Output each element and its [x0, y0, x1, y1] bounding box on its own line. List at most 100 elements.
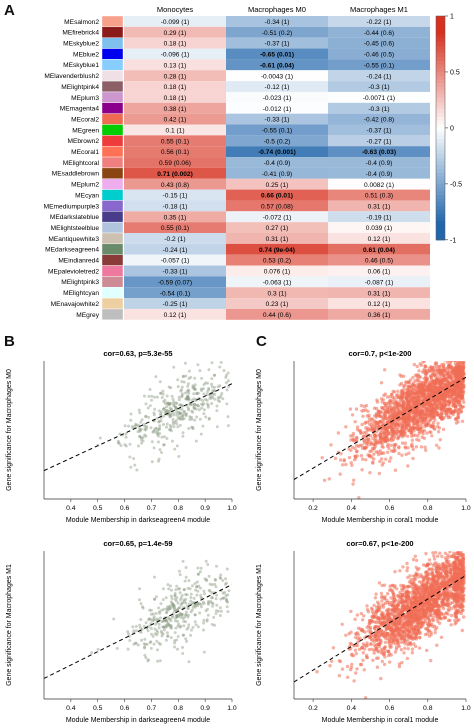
cell-label: 0.46 (0.5): [365, 258, 393, 265]
scatter-point: [175, 407, 179, 411]
scatter-point: [211, 389, 215, 393]
scatter-point: [405, 434, 410, 438]
scatter-point: [187, 377, 191, 380]
scatter-point: [191, 410, 195, 414]
scatter-point: [148, 388, 152, 391]
scatter-point: [389, 596, 393, 600]
scatter-point: [455, 361, 457, 362]
scatter-point: [440, 396, 445, 401]
scatter-point: [175, 614, 178, 618]
scatter-point: [173, 592, 177, 595]
cell-label: -0.087 (1): [365, 279, 394, 286]
scatter-point: [194, 352, 197, 355]
scatter-point: [166, 608, 170, 612]
cell-label: 0.55 (0.1): [161, 225, 189, 232]
scatter-point: [439, 376, 443, 380]
scatter-point: [186, 394, 190, 398]
scatter-point: [140, 441, 144, 445]
scatter-point: [199, 586, 202, 590]
scatter-point: [393, 468, 398, 472]
scatter-point: [406, 446, 410, 450]
cell-label: -0.45 (0.6): [364, 41, 394, 48]
panel-label-b: B: [4, 333, 15, 350]
x-axis-label: Module Membership in coral1 module: [322, 517, 439, 524]
scatter-point: [399, 648, 404, 652]
module-label: MElightcyan: [63, 290, 99, 297]
scatter-point: [182, 619, 186, 623]
scatter-point: [370, 647, 374, 651]
scatter-point: [169, 412, 173, 416]
scatter-point: [387, 446, 391, 450]
scatter-point: [432, 401, 436, 405]
heatmap-cell: [328, 189, 430, 201]
scatter-point: [385, 406, 390, 410]
scatter-point: [360, 446, 365, 450]
scatter-point: [204, 415, 208, 419]
scatter-point: [382, 583, 387, 587]
cell-label: 0.13 (1): [164, 62, 187, 69]
scatter-point: [188, 403, 192, 407]
scatter-point: [215, 564, 218, 568]
scatter-point: [420, 615, 425, 619]
scatter-point: [165, 425, 168, 429]
scatter-point: [157, 641, 161, 645]
scatter-point: [436, 554, 440, 558]
scatter-point: [134, 629, 138, 633]
scatter-point: [380, 594, 384, 598]
scatter-point: [457, 546, 460, 549]
scatter-point: [201, 600, 205, 604]
module-swatch: [101, 189, 124, 201]
scatter-point: [138, 411, 142, 415]
x-tick-label: 0.5: [93, 705, 103, 712]
scatter-point: [151, 634, 155, 638]
scatter-point: [406, 647, 410, 651]
scatter-point: [193, 613, 197, 617]
scatter-point: [175, 615, 179, 618]
colorbar-segment: [436, 86, 445, 92]
scatter-point: [417, 394, 421, 398]
scatter-point: [198, 369, 202, 373]
scatter-point: [161, 389, 165, 393]
scatter-point: [182, 374, 185, 378]
scatter-point: [145, 642, 149, 646]
scatter-point: [137, 424, 141, 428]
heatmap-cell: [226, 189, 328, 201]
scatter-point: [352, 478, 356, 482]
module-swatch: [101, 200, 124, 212]
scatter-point: [155, 427, 159, 431]
scatter-point: [354, 671, 358, 675]
scatter-point: [412, 362, 417, 367]
scatter-point: [381, 445, 385, 449]
scatter-point: [173, 604, 177, 608]
scatter-point: [173, 639, 177, 643]
scatter-point: [382, 436, 387, 441]
scatter-point: [200, 376, 204, 380]
scatter-point: [402, 374, 406, 378]
colorbar-segment: [436, 127, 445, 133]
cell-label: -0.3 (1): [368, 84, 389, 91]
scatter-point: [424, 357, 427, 360]
scatter-point: [392, 435, 397, 439]
scatter-point: [178, 625, 182, 629]
heatmap-cell: [226, 254, 328, 266]
cell-label: -0.44 (0.6): [364, 30, 394, 37]
scatter-point: [171, 605, 175, 609]
scatter-point: [440, 357, 443, 360]
scatter-point: [174, 406, 178, 410]
scatter-point: [435, 378, 439, 382]
heatmap-cell: [328, 135, 430, 147]
heatmap-cell: [124, 243, 226, 255]
scatter-point: [386, 649, 390, 654]
scatter-point: [368, 471, 372, 475]
scatter-point: [193, 383, 197, 387]
scatter-point: [193, 418, 197, 422]
scatter-point: [202, 412, 206, 416]
scatter-point: [322, 478, 327, 482]
scatter-point: [139, 438, 143, 442]
scatter-point: [168, 607, 172, 611]
scatter-point: [347, 447, 351, 451]
scatter-point: [417, 405, 421, 409]
scatter-point: [409, 431, 413, 435]
scatter-point: [167, 605, 171, 609]
scatter-point: [462, 365, 466, 369]
